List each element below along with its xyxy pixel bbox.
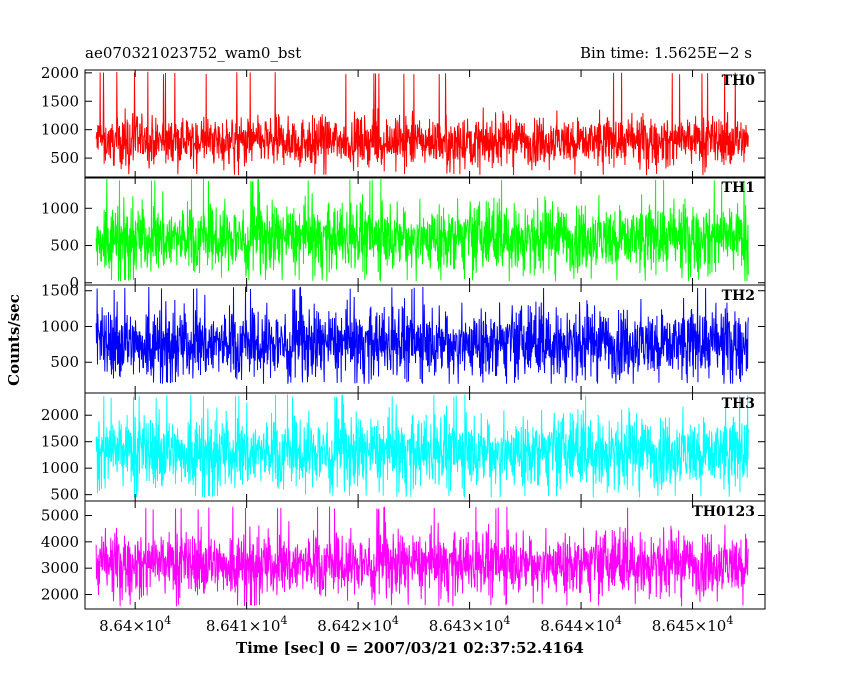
panel-frame-TH0 [84,69,766,179]
y-tick-label-TH3: 500 [50,486,79,504]
y-tick-label-TH0: 2000 [41,64,79,82]
y-axis-label: Counts/sec [5,294,23,386]
y-tick-label-TH0123: 2000 [41,586,79,604]
y-tick-label-TH0123: 5000 [41,506,79,524]
panel-label-TH3: TH3 [722,396,755,412]
chart-title: ae070321023752_wam0_bst [85,44,302,62]
x-tick-label: 8.641×104 [206,614,288,635]
y-tick-label-TH1: 500 [50,237,79,255]
panel-label-TH1: TH1 [722,180,755,196]
x-tick-label: 8.645×104 [652,614,734,635]
series-line-TH3 [95,394,749,498]
x-tick-label: 8.642×104 [317,614,399,635]
x-axis-label: Time [sec] 0 = 2007/03/21 02:37:52.4164 [236,639,584,657]
series-line-TH2 [95,286,749,384]
x-tick-label: 8.643×104 [429,614,511,635]
y-tick-label-TH0: 500 [50,149,79,167]
y-tick-label-TH2: 1000 [41,317,79,335]
series-line-TH0123 [95,506,749,607]
series-line-TH1 [95,178,749,282]
y-tick-label-TH0123: 4000 [41,533,79,551]
series-line-TH0 [95,71,749,176]
y-tick-label-TH3: 1500 [41,433,79,451]
y-tick-label-TH0: 1500 [41,92,79,110]
bin-time-label: Bin time: 1.5625E−2 s [580,44,753,62]
panel-label-TH2: TH2 [722,288,755,304]
panel-frame-TH0123 [84,500,766,610]
y-tick-label-TH0: 1000 [41,121,79,139]
y-tick-label-TH3: 1000 [41,459,79,477]
y-tick-label-TH2: 500 [50,353,79,371]
panel-label-TH0123: TH0123 [692,504,755,520]
y-tick-label-TH2: 1500 [41,282,79,300]
y-tick-label-TH1: 0 [69,274,79,292]
panel-label-TH0: TH0 [722,73,756,89]
x-tick-label: 8.64×104 [99,614,171,635]
y-tick-label-TH0123: 3000 [41,559,79,577]
y-tick-label-TH1: 1000 [41,199,79,217]
y-tick-label-TH3: 2000 [41,406,79,424]
x-tick-label: 8.644×104 [540,614,622,635]
